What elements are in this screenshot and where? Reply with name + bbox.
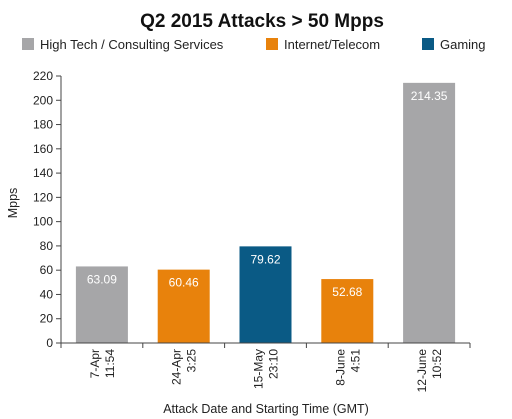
x-tick-label: 24-Apr 3:25 [170, 349, 199, 385]
y-axis-label: Mpps [6, 188, 20, 219]
y-tick-label: 220 [33, 69, 53, 83]
y-tick-label: 140 [33, 166, 53, 180]
bar-value-label: 63.09 [87, 272, 117, 286]
bars: 63.09 60.46 79.62 52.68 214.35 [75, 82, 456, 343]
bar [239, 246, 292, 343]
legend-label: High Tech / Consulting Services [40, 37, 224, 52]
x-tick-label: 12-June 10:52 [415, 349, 444, 393]
bar [321, 279, 374, 343]
y-axis: 0 20 40 60 80 100 120 140 160 180 200 220 [33, 69, 62, 350]
x-axis-label: Attack Date and Starting Time (GMT) [163, 402, 369, 416]
x-tick-label-line: 10:52 [430, 349, 444, 379]
y-tick-label: 60 [40, 263, 54, 277]
x-tick-label-line: 11:54 [103, 349, 117, 378]
legend-swatch [266, 38, 278, 50]
x-tick-label-line: 12-June [415, 349, 429, 393]
x-tick-label: 15-May 23:10 [252, 349, 281, 389]
x-tick-label-line: 8-June [333, 349, 347, 386]
bar [403, 82, 456, 343]
x-axis: 7-Apr 11:54 24-Apr 3:25 15-May 23:10 8-June 4:5… [60, 342, 471, 393]
bar-value-label: 60.46 [169, 276, 199, 290]
y-tick-label: 180 [33, 118, 53, 132]
bar-value-label: 52.68 [332, 285, 362, 299]
bar-value-label: 214.35 [411, 89, 448, 103]
x-tick-label-line: 7-Apr [88, 349, 102, 378]
bar-value-label: 79.62 [250, 252, 280, 266]
x-tick-label-line: 4:51 [348, 349, 362, 373]
chart-title: Q2 2015 Attacks > 50 Mpps [140, 11, 384, 32]
y-tick-label: 100 [33, 215, 53, 229]
x-tick-label-line: 15-May [252, 349, 266, 389]
x-tick-label: 8-June 4:51 [333, 349, 362, 386]
x-tick-label-line: 23:10 [267, 349, 281, 379]
bar [157, 269, 210, 343]
y-tick-label: 0 [46, 336, 53, 350]
legend: High Tech / Consulting Services Internet/… [22, 37, 486, 52]
y-tick-label: 120 [33, 190, 53, 204]
legend-label: Gaming [440, 37, 486, 52]
y-tick-label: 20 [40, 312, 54, 326]
x-tick-label: 7-Apr 11:54 [88, 349, 117, 379]
legend-label: Internet/Telecom [284, 37, 380, 52]
y-tick-label: 200 [33, 93, 53, 107]
bar [75, 266, 128, 343]
legend-swatch [22, 38, 34, 50]
x-tick-label-line: 24-Apr [170, 349, 184, 385]
y-tick-label: 40 [40, 287, 54, 301]
y-tick-label: 160 [33, 142, 53, 156]
x-tick-label-line: 3:25 [185, 349, 199, 373]
y-tick-label: 80 [40, 239, 54, 253]
legend-swatch [422, 38, 434, 50]
